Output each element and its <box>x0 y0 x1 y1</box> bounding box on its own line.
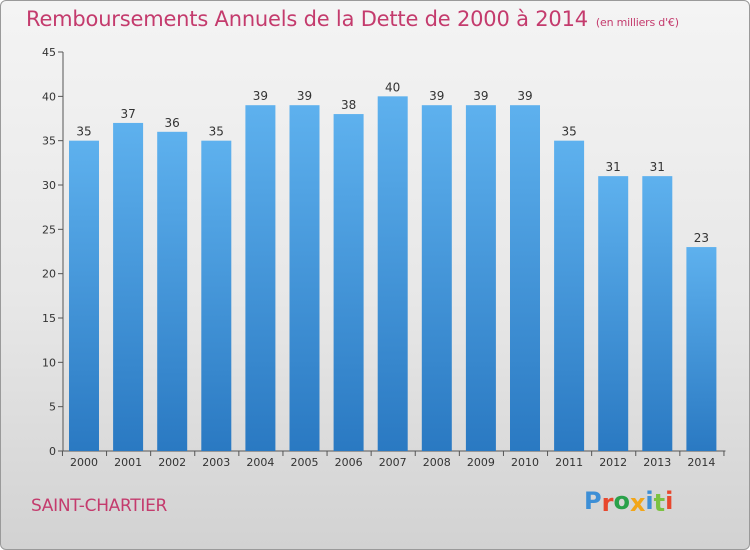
x-tick-label-2001: 2001 <box>114 456 142 469</box>
y-tick-label: 0 <box>49 445 56 458</box>
bar-2005[interactable] <box>289 105 320 451</box>
y-tick-label: 45 <box>42 46 56 59</box>
logo-letter: t <box>653 489 666 517</box>
value-label-2007: 40 <box>385 80 400 94</box>
value-label-2010: 39 <box>517 89 532 103</box>
bar-2007[interactable] <box>377 96 408 451</box>
chart-labels: 35 2000 37 2001 36 2002 35 2003 39 2004 39 2005 38 20… <box>70 80 715 469</box>
bar-2006[interactable] <box>333 114 364 452</box>
y-tick-label: 20 <box>42 268 56 281</box>
bar-2014[interactable] <box>686 247 717 451</box>
value-label-2013: 31 <box>650 160 665 174</box>
logo-letter: o <box>613 487 630 515</box>
value-label-2009: 39 <box>473 89 488 103</box>
logo-letter: P <box>584 487 602 515</box>
value-label-2004: 39 <box>253 89 268 103</box>
value-label-2000: 35 <box>76 125 91 139</box>
bar-2003[interactable] <box>201 140 232 451</box>
bar-2013[interactable] <box>642 176 673 451</box>
y-tick-label: 30 <box>42 179 56 192</box>
chart-title: Remboursements Annuels de la Dette de 20… <box>26 7 679 31</box>
chart-bars <box>69 96 717 452</box>
bar-2008[interactable] <box>421 105 452 451</box>
y-tick-label: 10 <box>42 356 56 369</box>
logo-letter: r <box>601 489 614 517</box>
logo-letter: i <box>645 487 654 515</box>
proxiti-logo[interactable]: Proxiti <box>584 487 674 517</box>
y-tick-label: 35 <box>42 135 56 148</box>
x-tick-label-2012: 2012 <box>599 456 627 469</box>
y-tick-label: 15 <box>42 312 56 325</box>
chart-subtitle: (en milliers d'€) <box>595 16 679 29</box>
value-label-2003: 35 <box>209 125 224 139</box>
bar-2000[interactable] <box>69 140 99 451</box>
x-tick-label-2007: 2007 <box>379 456 407 469</box>
value-label-2001: 37 <box>120 107 135 121</box>
x-tick-label-2008: 2008 <box>423 456 451 469</box>
value-label-2014: 23 <box>694 231 709 245</box>
x-tick-label-2004: 2004 <box>246 456 274 469</box>
x-tick-label-2002: 2002 <box>158 456 186 469</box>
x-tick-label-2009: 2009 <box>467 456 495 469</box>
value-label-2012: 31 <box>606 160 621 174</box>
y-tick-label: 25 <box>42 223 56 236</box>
bar-2004[interactable] <box>245 105 276 451</box>
chart-title-text: Remboursements Annuels de la Dette de 20… <box>26 7 588 31</box>
x-tick-label-2000: 2000 <box>70 456 98 469</box>
x-tick-label-2003: 2003 <box>202 456 230 469</box>
bar-2010[interactable] <box>510 105 540 451</box>
value-label-2006: 38 <box>341 98 356 112</box>
x-tick-label-2011: 2011 <box>555 456 583 469</box>
value-label-2005: 39 <box>297 89 312 103</box>
bar-2009[interactable] <box>465 105 496 451</box>
x-tick-label-2014: 2014 <box>687 456 715 469</box>
value-label-2002: 36 <box>165 116 180 130</box>
bar-2002[interactable] <box>157 131 188 452</box>
bar-2001[interactable] <box>113 122 144 451</box>
bar-2011[interactable] <box>554 140 585 451</box>
x-tick-label-2006: 2006 <box>335 456 363 469</box>
logo-letter: i <box>665 487 674 515</box>
y-tick-label: 40 <box>42 90 56 103</box>
x-tick-label-2005: 2005 <box>291 456 319 469</box>
value-label-2008: 39 <box>429 89 444 103</box>
x-tick-label-2010: 2010 <box>511 456 539 469</box>
commune-name: SAINT-CHARTIER <box>31 496 168 516</box>
logo-letter: x <box>629 489 646 517</box>
value-label-2011: 35 <box>561 125 576 139</box>
bar-2012[interactable] <box>598 176 629 451</box>
y-tick-label: 5 <box>49 401 56 414</box>
x-tick-label-2013: 2013 <box>643 456 671 469</box>
